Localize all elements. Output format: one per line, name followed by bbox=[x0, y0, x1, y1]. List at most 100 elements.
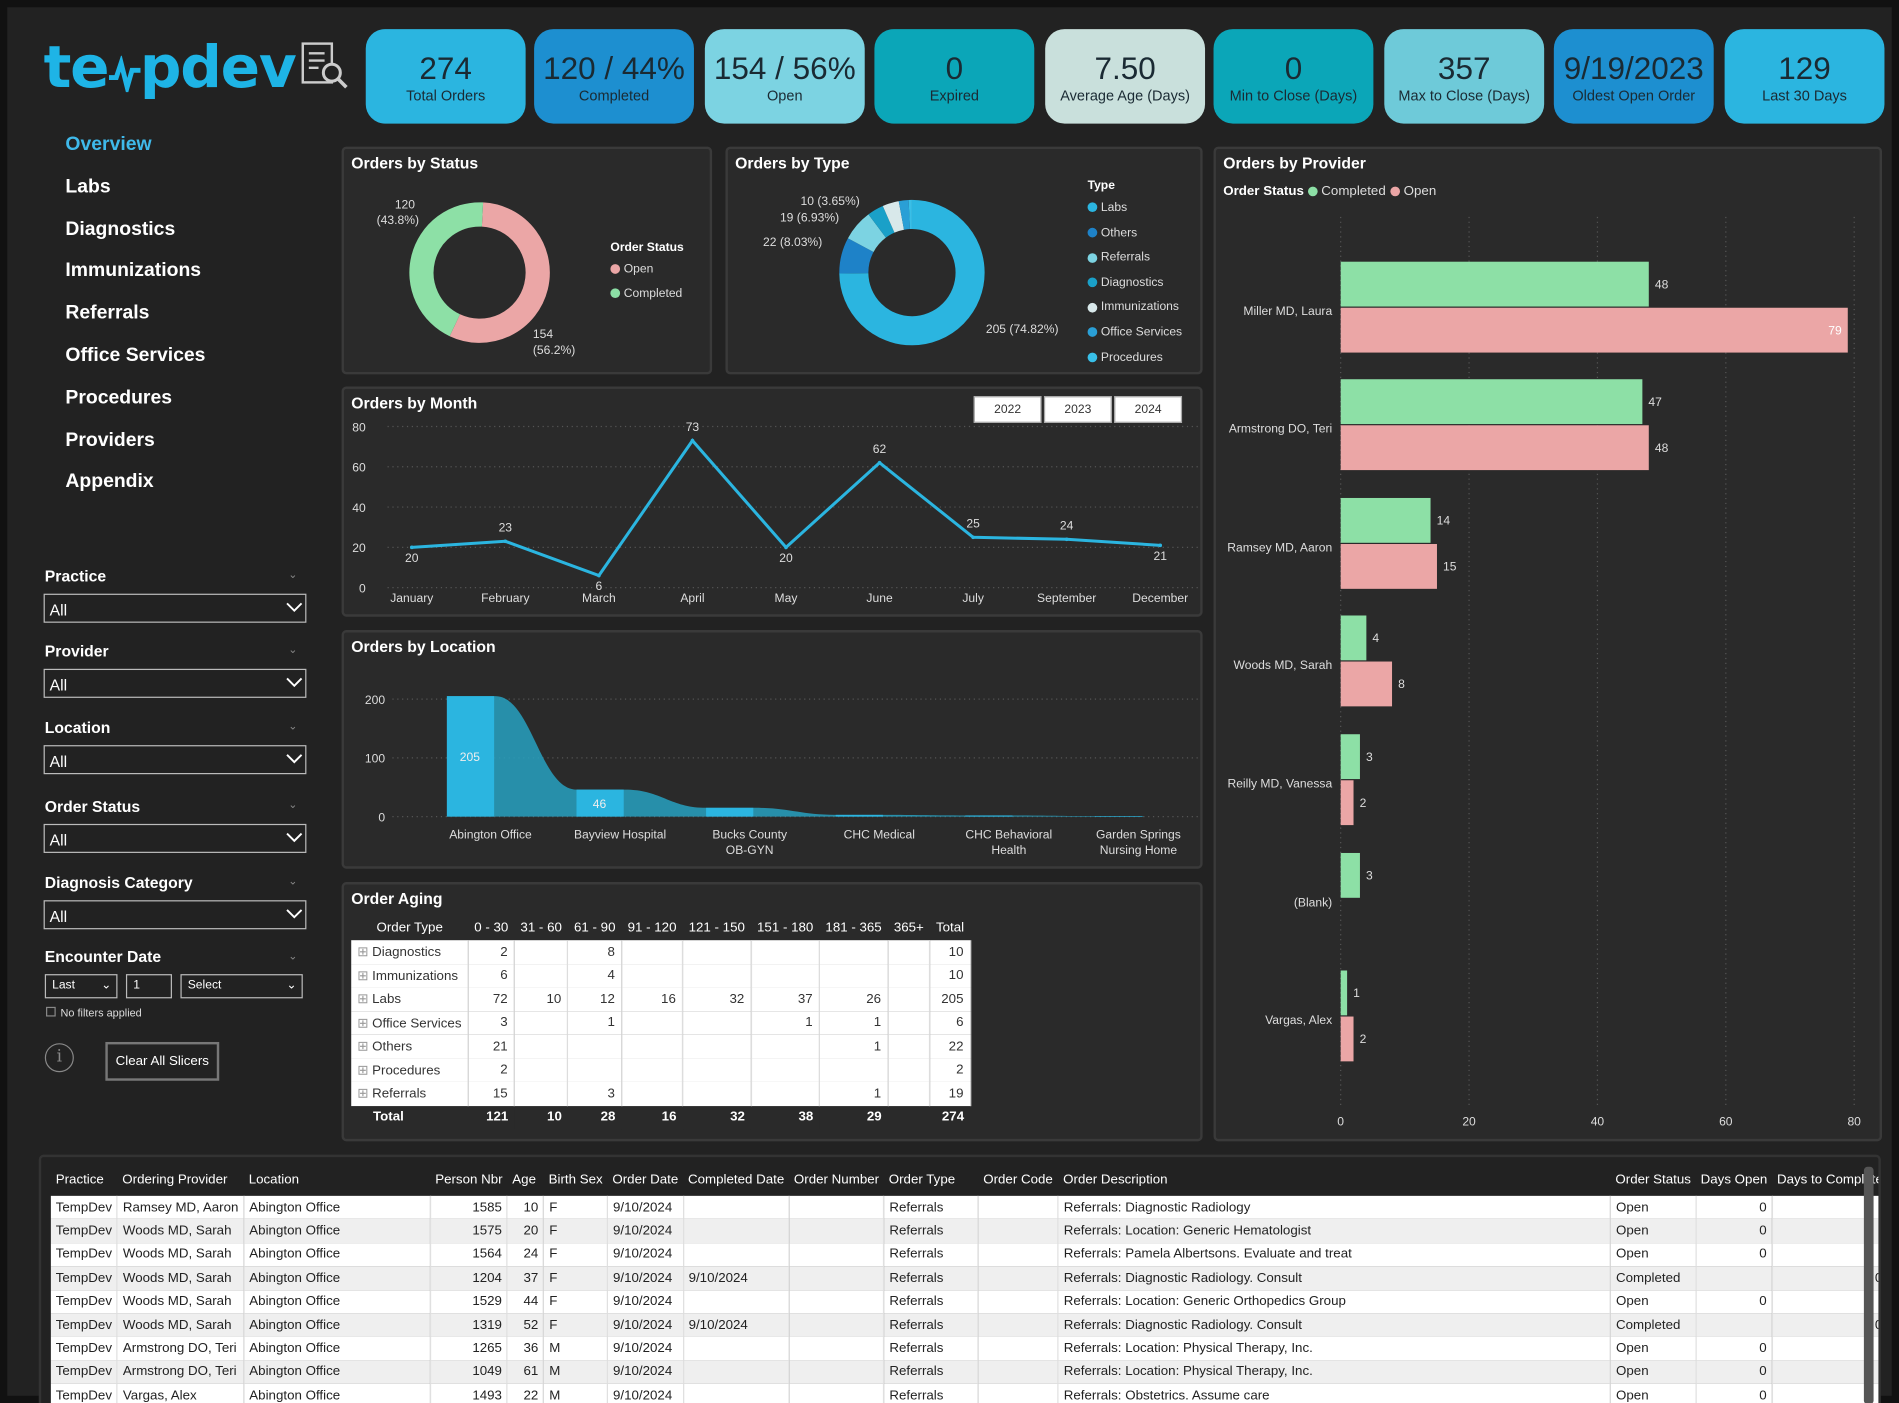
chevron-down-icon[interactable]: ⌄ bbox=[288, 949, 298, 963]
kpi-card[interactable]: 0 Expired bbox=[874, 29, 1035, 124]
bar-open[interactable] bbox=[1340, 307, 1848, 353]
column-header[interactable]: Age bbox=[512, 1172, 536, 1188]
nav-item-overview[interactable]: Overview bbox=[65, 134, 152, 156]
bar[interactable] bbox=[446, 696, 495, 817]
data-point[interactable] bbox=[784, 545, 788, 550]
encounter-count-input[interactable]: 1 bbox=[125, 974, 172, 999]
column-header[interactable]: Order Description bbox=[1063, 1172, 1168, 1188]
legend-item-completed[interactable]: Completed bbox=[610, 287, 682, 300]
table-row[interactable]: TempDev Woods MD, Sarah Abington Office 120… bbox=[50, 1266, 1879, 1290]
data-point[interactable] bbox=[597, 573, 601, 578]
legend-item-immunizations[interactable]: Immunizations bbox=[1087, 301, 1179, 314]
table-row[interactable]: TempDev Woods MD, Sarah Abington Office 157… bbox=[50, 1219, 1879, 1243]
data-point[interactable] bbox=[690, 438, 695, 443]
column-header[interactable]: Order Code bbox=[983, 1172, 1053, 1188]
donut-slice[interactable] bbox=[868, 206, 895, 238]
expand-icon[interactable]: ⊞ bbox=[357, 1063, 373, 1079]
bar-open[interactable] bbox=[1340, 544, 1437, 589]
type-donut-chart[interactable] bbox=[837, 197, 987, 347]
donut-slice[interactable] bbox=[847, 214, 887, 253]
data-point[interactable] bbox=[877, 460, 882, 465]
bar-completed[interactable] bbox=[1340, 615, 1367, 661]
column-header[interactable]: Order Type bbox=[888, 1172, 956, 1188]
nav-item-diagnostics[interactable]: Diagnostics bbox=[65, 218, 176, 240]
kpi-card[interactable]: 274 Total Orders bbox=[365, 29, 526, 124]
column-header[interactable]: Ordering Provider bbox=[122, 1172, 228, 1188]
aging-header[interactable]: 0 - 30 bbox=[474, 920, 509, 936]
table-row[interactable]: TempDev Armstrong DO, Teri Abington Office… bbox=[50, 1360, 1879, 1384]
kpi-card[interactable]: 357 Max to Close (Days) bbox=[1384, 29, 1545, 124]
expand-icon[interactable]: ⊞ bbox=[357, 992, 373, 1008]
bar-open[interactable] bbox=[1340, 425, 1649, 471]
data-point[interactable] bbox=[409, 545, 414, 550]
bar-completed[interactable] bbox=[1340, 379, 1643, 425]
column-header[interactable]: Days to Complete bbox=[1776, 1172, 1881, 1188]
bar-completed[interactable] bbox=[1340, 497, 1431, 543]
table-scrollbar[interactable] bbox=[1863, 1166, 1874, 1403]
column-header[interactable]: Order Status bbox=[1615, 1172, 1691, 1188]
legend-item-office-services[interactable]: Office Services bbox=[1087, 326, 1182, 339]
year-button-2022[interactable]: 2022 bbox=[973, 396, 1042, 423]
table-row[interactable]: TempDev Woods MD, Sarah Abington Office 156… bbox=[50, 1242, 1879, 1267]
table-row[interactable]: TempDev Woods MD, Sarah Abington Office 152… bbox=[50, 1289, 1879, 1314]
data-point[interactable] bbox=[503, 539, 508, 544]
legend-item-open[interactable]: Open bbox=[1390, 184, 1436, 199]
expand-icon[interactable]: ⊞ bbox=[357, 945, 373, 960]
table-row[interactable]: TempDev Armstrong DO, Teri Abington Office… bbox=[50, 1336, 1879, 1361]
expand-icon[interactable]: ⊞ bbox=[357, 1087, 373, 1102]
chevron-down-icon[interactable]: ⌄ bbox=[288, 568, 298, 581]
encounter-unit-select[interactable]: Select ⌄ bbox=[180, 974, 303, 999]
nav-item-office-services[interactable]: Office Services bbox=[65, 345, 206, 366]
nav-item-appendix[interactable]: Appendix bbox=[65, 471, 154, 493]
year-button-2024[interactable]: 2024 bbox=[1114, 396, 1183, 423]
kpi-card[interactable]: 120 / 44% Completed bbox=[534, 29, 694, 124]
bar[interactable] bbox=[965, 815, 1013, 817]
slicer-dropdown-diagnosis-category[interactable]: All bbox=[43, 900, 307, 930]
chevron-down-icon[interactable]: ⌄ bbox=[288, 798, 298, 811]
kpi-card[interactable]: 0 Min to Close (Days) bbox=[1213, 29, 1374, 124]
aging-header[interactable]: 121 - 150 bbox=[688, 920, 745, 936]
column-header[interactable]: Order Number bbox=[793, 1172, 880, 1188]
column-header[interactable]: Order Date bbox=[612, 1172, 679, 1188]
bar-open[interactable] bbox=[1340, 780, 1354, 826]
aging-header[interactable]: 91 - 120 bbox=[627, 920, 677, 936]
slicer-dropdown-order-status[interactable]: All bbox=[43, 823, 307, 853]
nav-item-referrals[interactable]: Referrals bbox=[65, 303, 150, 324]
legend-item-referrals[interactable]: Referrals bbox=[1087, 251, 1150, 264]
bar-completed[interactable] bbox=[1340, 852, 1360, 898]
encounter-mode-select[interactable]: Last ⌄ bbox=[44, 974, 118, 999]
table-row[interactable]: TempDev Vargas, Alex Abington Office 1493 22… bbox=[50, 1383, 1879, 1403]
kpi-card[interactable]: 7.50 Average Age (Days) bbox=[1045, 29, 1206, 124]
column-header[interactable]: Birth Sex bbox=[548, 1172, 603, 1188]
legend-item-diagnostics[interactable]: Diagnostics bbox=[1087, 276, 1164, 289]
bar[interactable] bbox=[1094, 816, 1143, 817]
legend-item-open[interactable]: Open bbox=[610, 263, 653, 276]
expand-icon[interactable]: ⊞ bbox=[357, 1016, 373, 1031]
clear-all-slicers-button[interactable]: Clear All Slicers bbox=[105, 1041, 220, 1081]
aging-header[interactable]: 31 - 60 bbox=[520, 920, 562, 936]
bar-completed[interactable] bbox=[1340, 734, 1360, 780]
kpi-card[interactable]: 154 / 56% Open bbox=[704, 29, 865, 124]
aging-header[interactable]: Total bbox=[935, 920, 965, 936]
data-point[interactable] bbox=[971, 535, 975, 540]
table-row[interactable]: TempDev Woods MD, Sarah Abington Office 131… bbox=[50, 1313, 1879, 1337]
data-point[interactable] bbox=[1064, 537, 1069, 542]
expand-icon[interactable]: ⊞ bbox=[357, 968, 373, 984]
table-row[interactable]: TempDev Ramsey MD, Aaron Abington Office 15… bbox=[50, 1195, 1879, 1220]
status-donut-chart[interactable] bbox=[407, 200, 552, 345]
bar-open[interactable] bbox=[1340, 661, 1393, 707]
legend-item-completed[interactable]: Completed bbox=[1307, 184, 1386, 199]
aging-header[interactable]: 365+ bbox=[893, 920, 924, 936]
nav-item-labs[interactable]: Labs bbox=[65, 176, 111, 198]
chevron-down-icon[interactable]: ⌄ bbox=[288, 643, 298, 656]
aging-header[interactable]: Order Type bbox=[376, 920, 443, 936]
slicer-dropdown-location[interactable]: All bbox=[43, 745, 307, 775]
chevron-down-icon[interactable]: ⌄ bbox=[288, 874, 298, 887]
aging-header[interactable]: 181 - 365 bbox=[825, 920, 882, 936]
column-header[interactable]: Location bbox=[248, 1172, 300, 1188]
chevron-down-icon[interactable]: ⌄ bbox=[288, 719, 298, 732]
location-area-chart[interactable]: 0 100 200 205 Abington Office 46 Bayview Hospi… bbox=[344, 632, 1205, 871]
slicer-dropdown-provider[interactable]: All bbox=[43, 668, 307, 698]
legend-item-others[interactable]: Others bbox=[1087, 226, 1137, 239]
